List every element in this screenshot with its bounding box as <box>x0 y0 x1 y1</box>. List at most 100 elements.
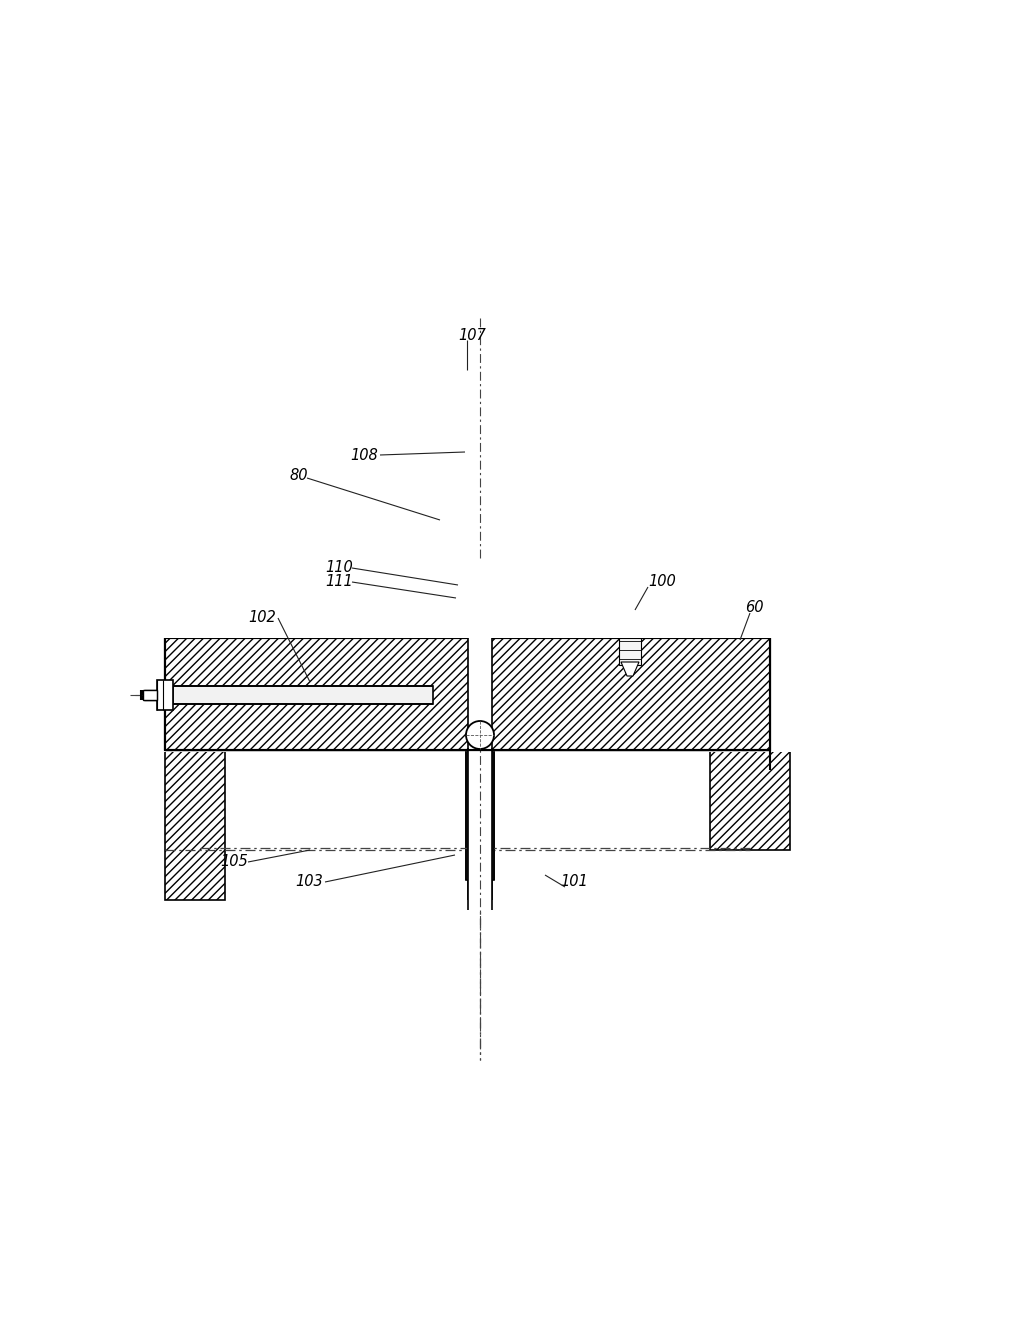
Bar <box>618 605 641 665</box>
Bar <box>412 595 430 620</box>
Bar <box>612 610 648 685</box>
Bar <box>500 362 640 436</box>
Bar <box>430 576 530 638</box>
Bar <box>490 609 498 616</box>
Bar <box>165 638 770 750</box>
Bar <box>462 622 470 630</box>
Bar <box>468 500 492 576</box>
Bar <box>280 370 355 428</box>
Bar <box>152 689 167 701</box>
Bar <box>462 622 470 630</box>
Bar <box>468 748 492 909</box>
Bar <box>466 750 494 880</box>
Bar <box>468 638 492 750</box>
Text: Sheet 10 of 10: Sheet 10 of 10 <box>490 66 587 79</box>
Text: 105: 105 <box>220 854 248 870</box>
Bar <box>165 638 770 750</box>
Bar <box>468 475 492 576</box>
Bar <box>165 750 225 900</box>
Bar <box>490 597 498 605</box>
Bar <box>157 680 173 710</box>
Bar <box>500 362 640 436</box>
Circle shape <box>466 721 494 748</box>
Bar <box>468 576 492 615</box>
Polygon shape <box>355 366 555 440</box>
Polygon shape <box>355 366 555 440</box>
Text: Fig 12: Fig 12 <box>155 191 292 230</box>
Bar <box>468 318 492 565</box>
Polygon shape <box>355 366 555 440</box>
Bar <box>468 475 492 576</box>
Text: US 2008/0210316 A1: US 2008/0210316 A1 <box>628 66 766 79</box>
Polygon shape <box>146 366 814 614</box>
Bar <box>158 681 175 709</box>
Bar <box>430 576 530 638</box>
Bar <box>490 622 498 630</box>
Bar <box>462 583 470 591</box>
Bar <box>165 638 770 750</box>
Bar <box>412 591 430 620</box>
Bar <box>143 690 157 700</box>
Text: 102: 102 <box>248 610 275 626</box>
Bar <box>710 750 790 850</box>
Bar <box>618 372 640 425</box>
Text: 107: 107 <box>458 327 485 342</box>
Circle shape <box>465 718 495 748</box>
Text: 60: 60 <box>745 601 764 615</box>
Bar <box>0 0 1024 640</box>
Bar <box>442 475 518 576</box>
Bar <box>490 583 498 591</box>
Bar <box>468 318 492 440</box>
Bar <box>490 583 498 591</box>
Polygon shape <box>620 660 640 672</box>
Bar <box>528 372 628 424</box>
Circle shape <box>466 721 494 748</box>
Bar <box>618 605 642 660</box>
Bar <box>0 0 1024 752</box>
Bar <box>490 583 498 591</box>
Bar <box>430 576 530 615</box>
Text: Patent Application Publication: Patent Application Publication <box>68 66 269 79</box>
Bar <box>280 370 285 425</box>
Bar <box>468 440 492 475</box>
Bar <box>612 598 648 676</box>
Text: 100: 100 <box>648 574 676 590</box>
Bar <box>628 378 640 424</box>
Bar <box>490 597 498 605</box>
Bar <box>468 440 492 500</box>
Bar <box>462 610 470 618</box>
Bar <box>144 690 158 700</box>
Bar <box>468 318 492 638</box>
Bar <box>280 370 355 430</box>
Bar <box>462 622 470 630</box>
Bar <box>490 610 498 618</box>
Text: 101: 101 <box>560 874 588 890</box>
Bar <box>462 609 470 616</box>
Text: 111: 111 <box>325 574 352 590</box>
Bar <box>466 638 494 750</box>
Bar <box>612 601 648 671</box>
Bar <box>442 475 518 576</box>
Bar <box>462 583 470 591</box>
Bar <box>167 681 185 709</box>
Bar <box>500 362 640 436</box>
Bar <box>460 475 500 503</box>
Bar <box>173 686 433 704</box>
Bar <box>0 0 1024 750</box>
Bar <box>466 638 494 750</box>
Bar <box>468 318 492 366</box>
Text: Sep. 4, 2008: Sep. 4, 2008 <box>380 66 463 79</box>
Bar <box>468 475 492 503</box>
Text: 110: 110 <box>325 561 352 576</box>
Bar <box>468 576 492 638</box>
Polygon shape <box>191 411 768 640</box>
Bar <box>490 622 498 630</box>
Bar <box>490 610 498 618</box>
Polygon shape <box>621 663 639 676</box>
Bar <box>490 597 498 605</box>
Polygon shape <box>212 440 748 651</box>
Bar <box>462 597 470 605</box>
Bar <box>420 682 450 708</box>
Bar <box>468 475 492 576</box>
Bar <box>535 374 620 424</box>
